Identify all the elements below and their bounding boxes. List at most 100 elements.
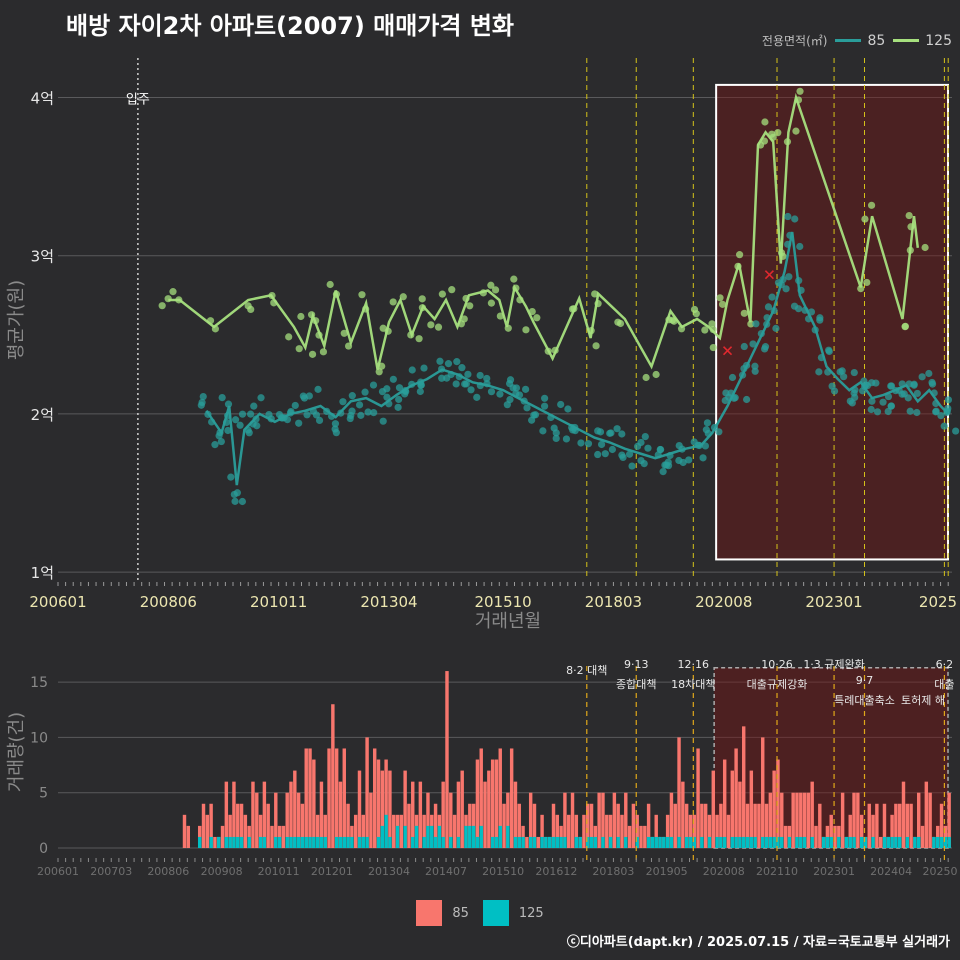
bar-85 [384,759,388,848]
bar-125 [532,836,537,848]
bar-125 [722,836,727,848]
point-85 [918,373,926,381]
bar-125 [456,836,461,848]
point-85 [379,417,387,425]
bar-85 [890,814,894,848]
bar-125 [323,836,327,848]
bar-85 [300,803,305,848]
bar-125 [293,836,297,848]
bar-125 [468,825,472,848]
point-125 [326,280,334,289]
bar-125 [376,836,381,848]
point-85 [685,456,693,464]
x-tick-label-6: 202008 [695,593,752,611]
bar-85 [342,748,346,848]
point-125 [740,309,748,317]
bar-125 [749,836,754,848]
point-85 [483,374,491,383]
point-85 [552,429,560,437]
point-85 [218,393,226,402]
bar-125 [350,836,354,848]
point-125 [319,348,328,356]
bar-125 [380,825,385,848]
bar-85 [220,825,225,848]
bar-85 [285,792,289,848]
bar-85 [612,792,617,848]
point-85 [211,441,219,449]
bar-125 [829,836,833,848]
point-85 [906,407,914,415]
x-tick-label-4: 201510 [474,593,531,611]
bar-85 [228,814,232,848]
bar-85 [894,803,898,848]
bar-125 [513,836,518,848]
bar-85 [715,814,719,848]
bar-85 [205,814,210,848]
point-85 [690,438,698,446]
point-85 [932,408,940,416]
bar-125 [601,836,605,848]
point-85 [782,285,790,293]
bar-125 [388,836,392,848]
bar-85 [468,803,472,848]
bar-85 [357,770,362,848]
point-85 [825,347,833,356]
bar-y-tick-0: 0 [39,841,48,857]
bar-85 [726,814,731,848]
bar-125 [837,836,841,848]
bar-125 [890,836,894,848]
bar-125 [646,836,651,848]
point-85 [644,444,652,452]
policy-label-2-b: 18차대책 [671,678,715,691]
bar-85 [574,814,579,848]
bar-85 [369,792,373,848]
point-125 [308,350,317,358]
bar-x-tick-6: 201304 [368,865,410,878]
bar-85 [494,759,499,848]
bar-85 [551,803,556,848]
legend-bottom-item-85: 85 [416,900,469,926]
point-85 [315,416,324,425]
bar-125 [586,836,590,848]
point-85 [661,461,669,469]
legend-bottom-item-125: 125 [482,900,544,926]
point-125 [169,288,177,296]
point-125 [867,201,876,209]
bar-85 [806,792,811,848]
bar-x-tick-0: 200601 [37,865,79,878]
legend-bottom: 85 125 [0,900,960,926]
point-85 [937,412,945,420]
bar-85 [928,792,932,848]
bar-85 [749,770,754,848]
bar-125 [540,836,544,848]
series-85 [197,212,960,506]
bar-85 [346,803,350,848]
bar-125 [738,836,742,848]
point-85 [331,425,339,433]
bar-125 [289,836,293,848]
point-85 [540,402,549,410]
bar-85 [696,748,700,848]
bar-85 [209,803,213,848]
bar-125 [753,836,757,848]
bar-125 [802,836,807,848]
bar-85 [243,814,248,848]
legend-bottom-label-85: 85 [452,905,469,921]
bar-125 [236,836,240,848]
point-85 [346,414,354,423]
bar-85 [475,759,480,848]
point-85 [473,393,481,401]
point-85 [383,393,391,401]
point-85 [250,402,258,410]
bar-85 [471,803,476,848]
bar-125 [563,836,567,848]
point-85 [910,380,918,388]
bar-85 [700,803,704,848]
point-125 [701,326,709,334]
bar-125 [947,836,951,848]
bar-125 [384,814,388,848]
y-tick-label-1: 2억 [31,406,54,424]
bar-85 [213,836,217,848]
point-85 [562,435,571,443]
x-tick-label-7: 202301 [805,593,862,611]
